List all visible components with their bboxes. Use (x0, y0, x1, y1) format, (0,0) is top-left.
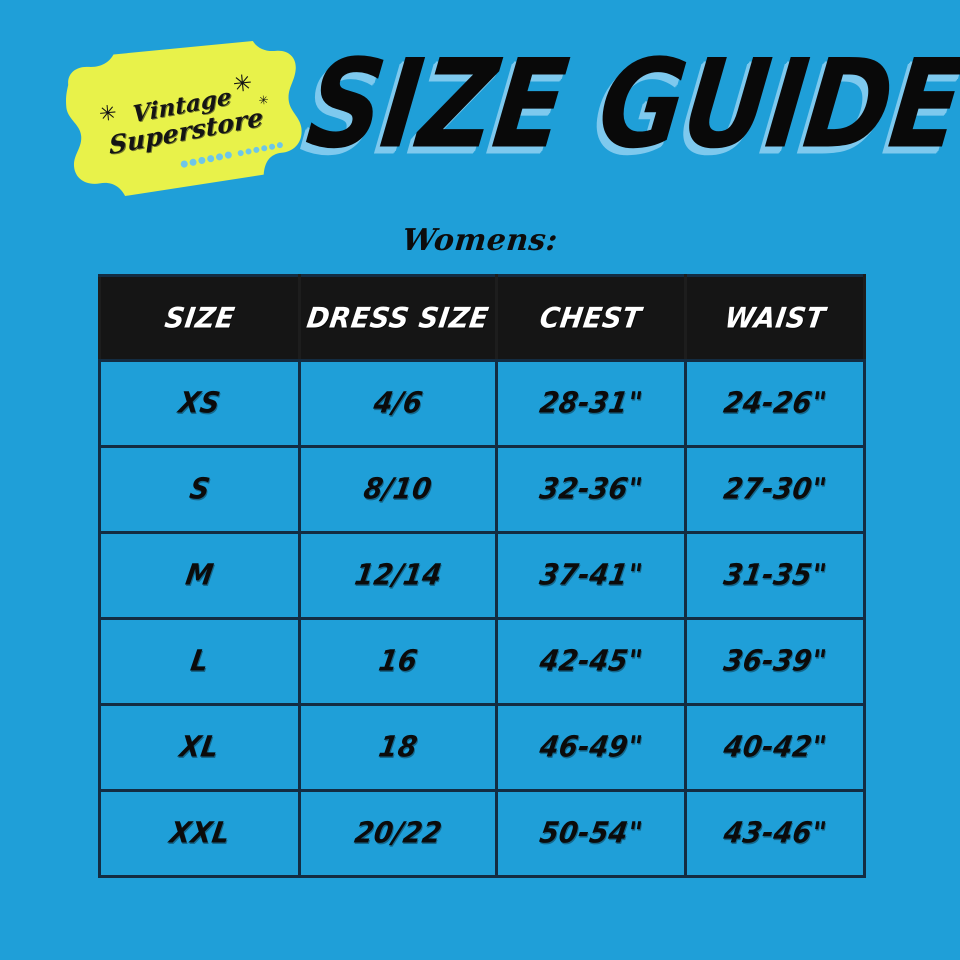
table-row: XL 18 46-49" 40-42" (98, 703, 866, 792)
cell-waist: 40-42" (684, 703, 866, 792)
table-row: XS 4/6 28-31" 24-26" (98, 359, 866, 448)
cell-dress-size: 12/14 (298, 531, 498, 620)
cell-waist: 31-35" (684, 531, 866, 620)
column-header-chest: CHEST (495, 274, 687, 362)
section-subtitle: Womens: (400, 223, 560, 258)
cell-dress-size: 20/22 (298, 789, 498, 878)
table-header: SIZE DRESS SIZE CHEST WAIST (98, 274, 866, 362)
badge-shape-icon (66, 41, 302, 196)
cell-dress-size: 16 (298, 617, 498, 706)
size-chart-table: SIZE DRESS SIZE CHEST WAIST XS 4/6 28-31… (98, 274, 866, 878)
cell-size: XXL (98, 789, 301, 878)
table-row: XXL 20/22 50-54" 43-46" (98, 789, 866, 878)
table-row: L 16 42-45" 36-39" (98, 617, 866, 706)
page-header: ✳ ✳ ✳ Vintage Superstore SIZE GUIDE (0, 0, 960, 210)
cell-chest: 37-41" (495, 531, 687, 620)
column-header-dress-size: DRESS SIZE (298, 274, 498, 362)
cell-chest: 46-49" (495, 703, 687, 792)
cell-size: L (98, 617, 301, 706)
cell-size: S (98, 445, 301, 534)
table-row: M 12/14 37-41" 31-35" (98, 531, 866, 620)
cell-chest: 28-31" (495, 359, 687, 448)
column-header-waist: WAIST (684, 274, 866, 362)
cell-chest: 32-36" (495, 445, 687, 534)
cell-waist: 24-26" (684, 359, 866, 448)
table-header-row: SIZE DRESS SIZE CHEST WAIST (98, 274, 866, 362)
cell-chest: 42-45" (495, 617, 687, 706)
cell-waist: 43-46" (684, 789, 866, 878)
cell-dress-size: 4/6 (298, 359, 498, 448)
column-header-size: SIZE (98, 274, 301, 362)
cell-waist: 36-39" (684, 617, 866, 706)
table-row: S 8/10 32-36" 27-30" (98, 445, 866, 534)
page-title: SIZE GUIDE (300, 32, 960, 176)
table-body: XS 4/6 28-31" 24-26" S 8/10 32-36" 27-30… (98, 359, 866, 878)
cell-dress-size: 18 (298, 703, 498, 792)
cell-size: M (98, 531, 301, 620)
cell-chest: 50-54" (495, 789, 687, 878)
cell-waist: 27-30" (684, 445, 866, 534)
cell-size: XS (98, 359, 301, 448)
cell-size: XL (98, 703, 301, 792)
brand-logo-badge: ✳ ✳ ✳ Vintage Superstore (57, 33, 310, 205)
cell-dress-size: 8/10 (298, 445, 498, 534)
